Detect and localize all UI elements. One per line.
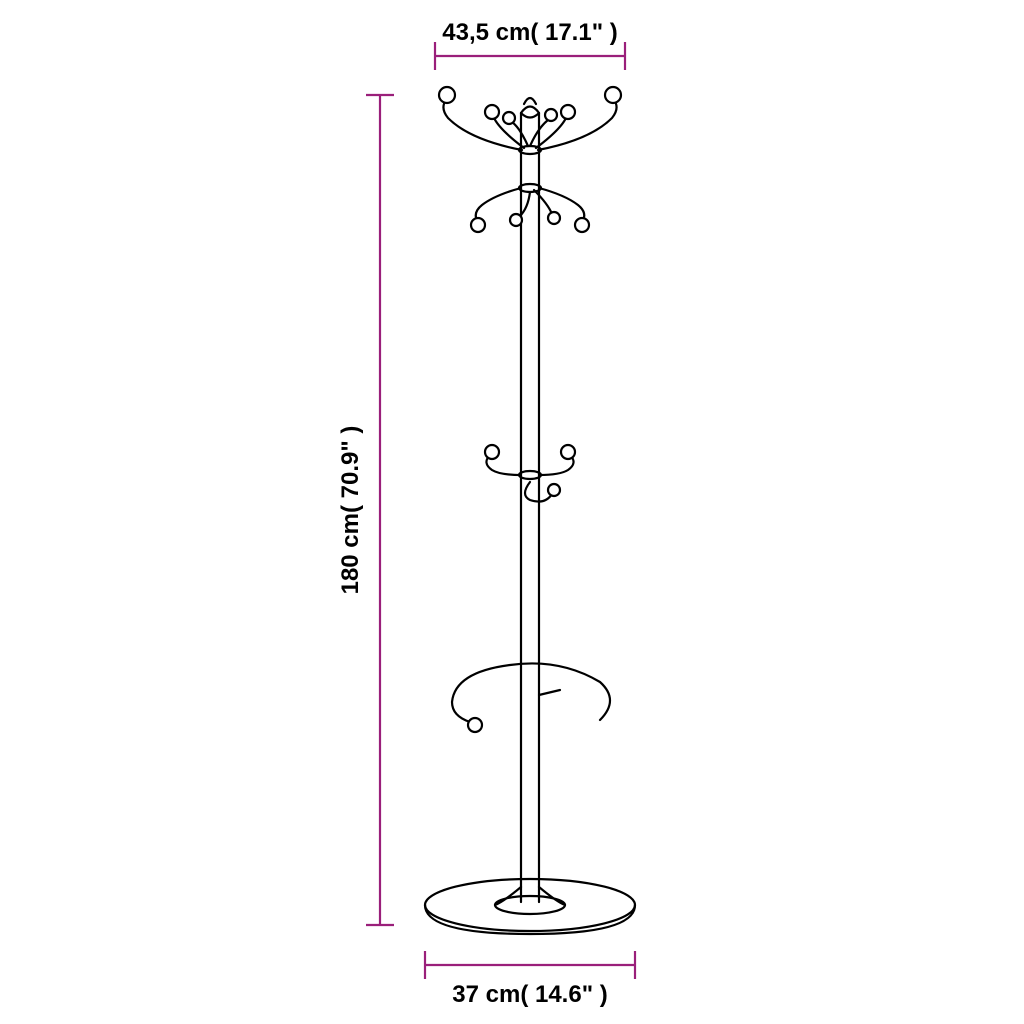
dim-height-label: 180 cm( 70.9" ) (337, 426, 364, 595)
pole-cap (521, 98, 539, 118)
dimension-lines (366, 42, 635, 979)
dim-base-width-label: 37 cm( 14.6" ) (452, 981, 607, 1008)
upper-lower-hooks (471, 184, 589, 232)
base (425, 879, 635, 934)
dim-top-width-label: 43,5 cm( 17.1" ) (442, 19, 617, 46)
dim-top-width (435, 42, 625, 70)
pole-foot (495, 887, 565, 914)
mid-hooks (485, 445, 575, 502)
umbrella-ring (452, 663, 610, 732)
coat-rack-drawing (425, 87, 635, 934)
dim-base-width (425, 951, 635, 979)
dim-height (366, 95, 394, 925)
